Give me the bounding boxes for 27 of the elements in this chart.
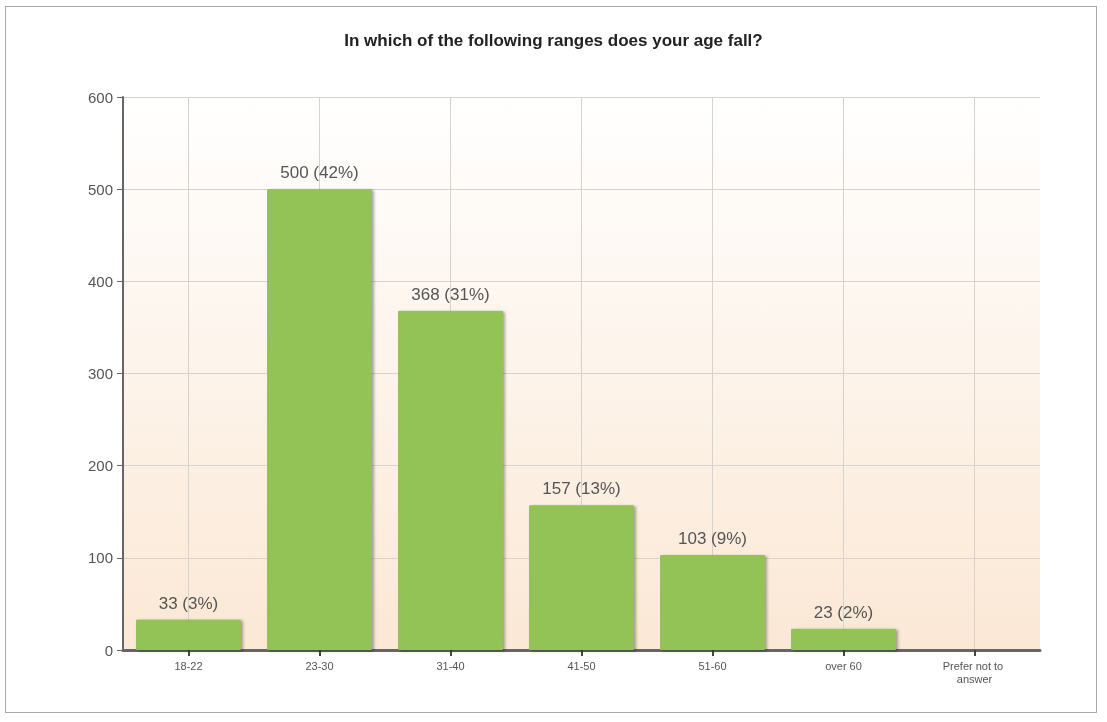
bar (267, 189, 372, 650)
data-label: 103 (9%) (678, 529, 747, 549)
y-tick-label: 500 (87, 180, 113, 198)
x-tick-label: 23-30 (305, 659, 334, 672)
y-tick-label: 400 (87, 272, 113, 290)
y-tick-label: 100 (87, 549, 113, 567)
y-tick-label: 0 (104, 641, 113, 659)
chart-title: In which of the following ranges does your age fall? (344, 31, 763, 50)
x-tick-label: 51-60 (698, 659, 727, 672)
bar (529, 505, 634, 650)
data-label: 23 (2%) (813, 602, 874, 622)
y-tick-label: 200 (87, 457, 113, 475)
bar (791, 628, 896, 650)
data-label: 500 (42%) (280, 163, 359, 183)
y-tick-label: 600 (87, 88, 113, 106)
x-tick-label: 18-22 (174, 659, 203, 672)
data-label: 157 (13%) (542, 479, 621, 499)
x-tick-label: Prefer not to answer (942, 659, 1007, 685)
x-tick-label: 31-40 (436, 659, 465, 672)
bar (136, 619, 241, 650)
data-label: 33 (3%) (158, 593, 219, 613)
x-tick-label: over 60 (825, 659, 862, 672)
y-tick-label: 300 (87, 365, 113, 382)
data-label: 368 (31%) (411, 284, 490, 304)
bar (660, 555, 765, 650)
x-tick-label: 41-50 (567, 659, 596, 672)
bar (398, 310, 503, 650)
